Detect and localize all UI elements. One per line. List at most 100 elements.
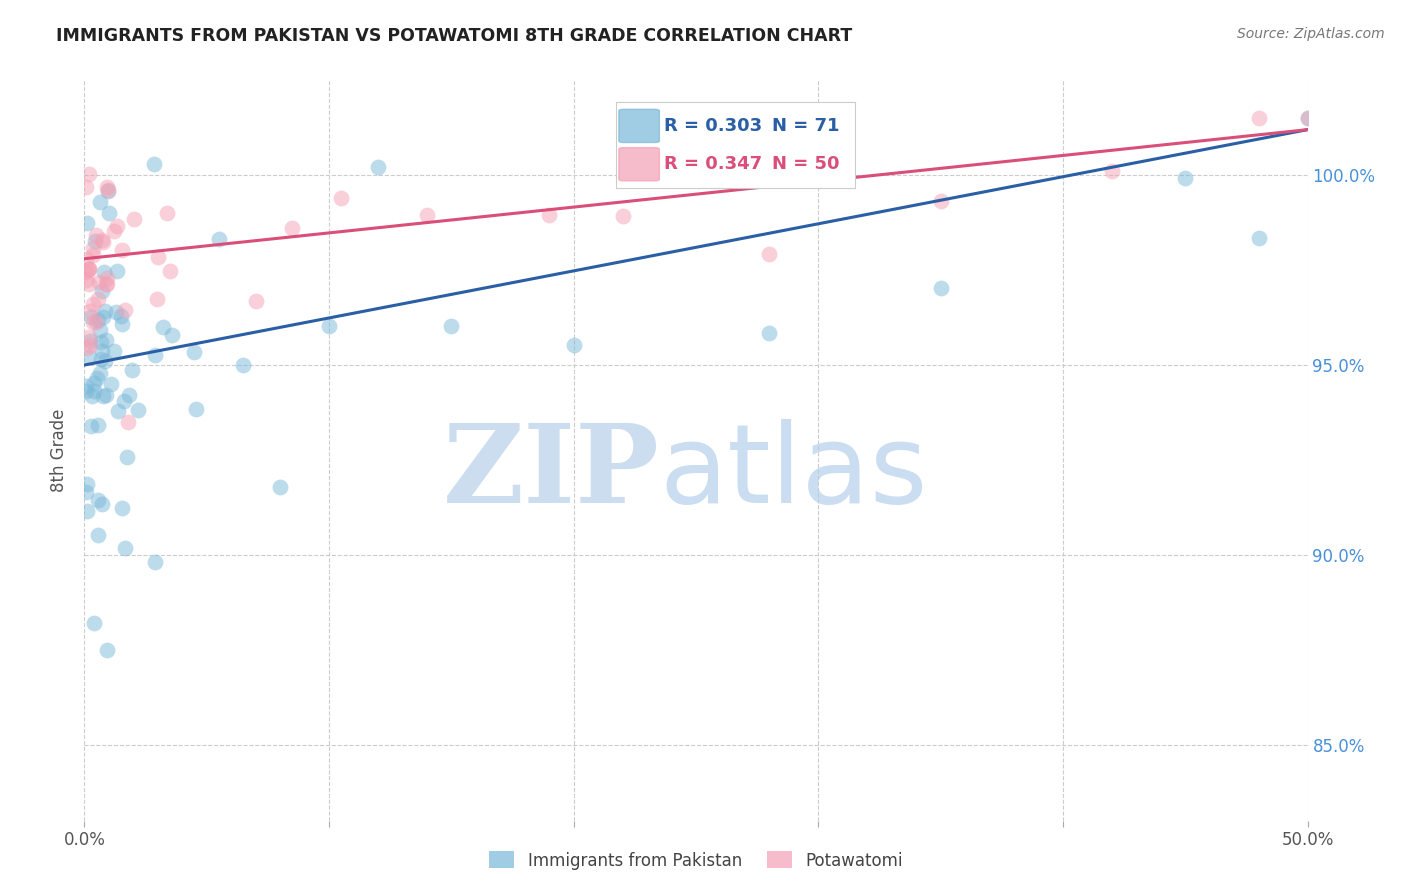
Point: [75, 252, 97, 267]
Point: [80, 389, 103, 403]
Point: [87, 313, 110, 327]
Point: [121, 363, 143, 377]
Legend: Immigrants from Pakistan, Potawatomi: Immigrants from Pakistan, Potawatomi: [482, 845, 910, 876]
Point: [80, 310, 103, 325]
Point: [142, 157, 165, 171]
Point: [75, 485, 97, 500]
Point: [281, 220, 304, 235]
Point: [1346, 198, 1368, 212]
Point: [232, 358, 254, 372]
Point: [1296, 112, 1319, 126]
Point: [152, 320, 174, 334]
Point: [76, 504, 98, 518]
Point: [562, 338, 585, 352]
Point: [89, 323, 111, 337]
Point: [77, 262, 100, 277]
Point: [100, 377, 122, 392]
Point: [75, 384, 97, 398]
Point: [105, 264, 128, 278]
Point: [91, 389, 114, 403]
Point: [75, 379, 97, 393]
Point: [75, 265, 97, 279]
Point: [162, 328, 184, 343]
Point: [79, 338, 101, 352]
Point: [159, 264, 181, 278]
Point: [96, 277, 118, 291]
Point: [1296, 112, 1319, 126]
Point: [1174, 171, 1197, 186]
Point: [80, 418, 103, 433]
Point: [105, 219, 128, 233]
Point: [146, 250, 169, 264]
Point: [117, 415, 139, 429]
Point: [77, 330, 100, 344]
Point: [183, 344, 205, 359]
Point: [82, 241, 104, 255]
Point: [111, 501, 134, 516]
Point: [83, 384, 105, 398]
Point: [538, 208, 561, 222]
Point: [440, 319, 463, 334]
Point: [79, 277, 101, 291]
Point: [1247, 112, 1270, 126]
Point: [143, 556, 166, 570]
Point: [84, 316, 107, 330]
Point: [77, 262, 100, 277]
Point: [107, 404, 129, 418]
Point: [76, 477, 98, 491]
Point: [82, 297, 104, 311]
Point: [79, 334, 101, 349]
Point: [111, 317, 134, 331]
Point: [91, 285, 114, 299]
Point: [79, 303, 101, 318]
Point: [103, 224, 125, 238]
Point: [1247, 230, 1270, 244]
Point: [97, 184, 120, 198]
Point: [110, 309, 132, 323]
Point: [269, 480, 291, 494]
Point: [929, 194, 952, 209]
Point: [367, 160, 389, 174]
Point: [87, 528, 110, 542]
Point: [91, 344, 114, 359]
Point: [83, 616, 105, 631]
Point: [75, 179, 97, 194]
Point: [94, 354, 117, 368]
Point: [112, 394, 135, 409]
Point: [118, 388, 141, 402]
Point: [89, 366, 111, 380]
Point: [89, 195, 111, 210]
Point: [82, 248, 104, 262]
Point: [84, 227, 107, 242]
Point: [929, 281, 952, 295]
Point: [96, 180, 118, 194]
Point: [90, 334, 112, 349]
Point: [77, 261, 100, 276]
Point: [87, 493, 110, 508]
Text: ZIP: ZIP: [443, 419, 659, 526]
Point: [93, 304, 115, 318]
Point: [143, 348, 166, 362]
Point: [93, 265, 115, 279]
Point: [93, 310, 115, 324]
Point: [245, 294, 267, 309]
Text: IMMIGRANTS FROM PAKISTAN VS POTAWATOMI 8TH GRADE CORRELATION CHART: IMMIGRANTS FROM PAKISTAN VS POTAWATOMI 8…: [56, 27, 852, 45]
Point: [318, 319, 340, 334]
Point: [76, 341, 98, 355]
Point: [87, 418, 110, 433]
Point: [96, 642, 118, 657]
Point: [416, 208, 439, 222]
Point: [77, 167, 100, 181]
Point: [127, 403, 149, 417]
Point: [758, 247, 780, 261]
Point: [117, 450, 139, 465]
Point: [612, 209, 634, 223]
Point: [186, 402, 208, 417]
Point: [208, 232, 231, 246]
Point: [94, 333, 117, 347]
Point: [103, 343, 125, 358]
Point: [146, 292, 169, 306]
Point: [86, 370, 108, 384]
Point: [87, 292, 110, 306]
Point: [111, 243, 134, 257]
